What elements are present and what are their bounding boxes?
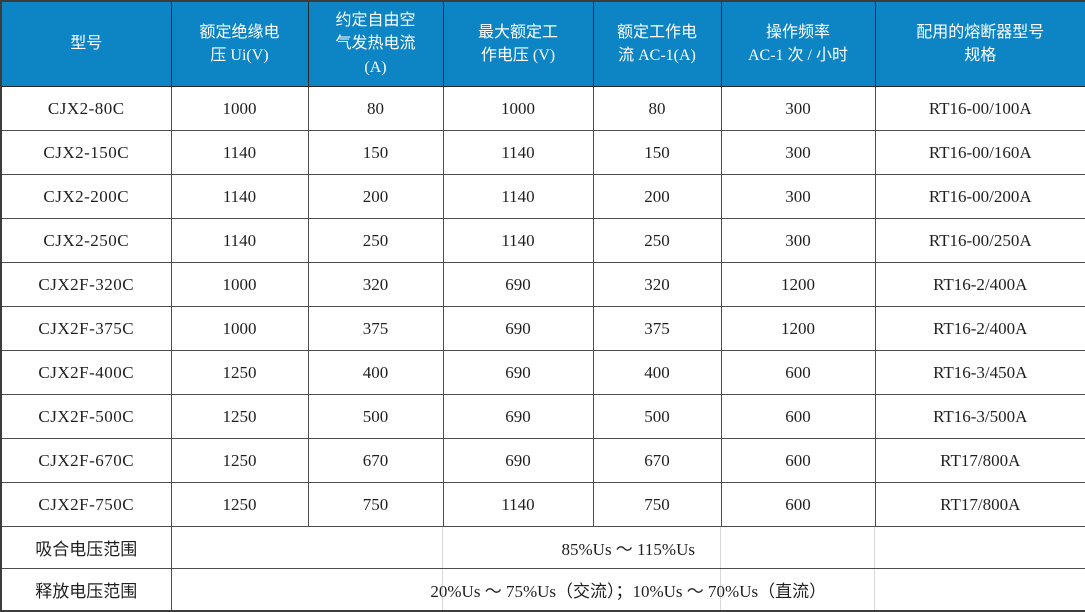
ue-cell: 690 bbox=[442, 262, 594, 307]
table-row: CJX2-150C 1140 150 1140 150 300 RT16-00/… bbox=[0, 130, 1085, 175]
freq-cell: 600 bbox=[720, 394, 876, 439]
ui-cell: 1000 bbox=[170, 86, 309, 131]
header-max-working-voltage: 最大额定工 作电压 (V) bbox=[442, 0, 594, 87]
ui-cell: 1140 bbox=[170, 218, 309, 263]
release-voltage-row: 释放电压范围 20%Us ～ 75%Us（交流）；10%Us ～ 70%Us（直… bbox=[0, 568, 1085, 612]
fuse-cell: RT17/800A bbox=[874, 438, 1085, 483]
ie-cell: 500 bbox=[592, 394, 722, 439]
fuse-cell: RT16-3/450A bbox=[874, 350, 1085, 395]
ie-cell: 150 bbox=[592, 130, 722, 175]
ith-cell: 500 bbox=[307, 394, 444, 439]
freq-cell: 300 bbox=[720, 174, 876, 219]
table-row: CJX2-200C 1140 200 1140 200 300 RT16-00/… bbox=[0, 174, 1085, 219]
fuse-cell: RT16-00/160A bbox=[874, 130, 1085, 175]
ui-cell: 1000 bbox=[170, 262, 309, 307]
table-row: CJX2F-670C 1250 670 690 670 600 RT17/800… bbox=[0, 438, 1085, 483]
model-cell: CJX2F-670C bbox=[0, 438, 172, 483]
ue-cell: 1000 bbox=[442, 86, 594, 131]
ith-cell: 250 bbox=[307, 218, 444, 263]
ith-cell: 320 bbox=[307, 262, 444, 307]
header-operating-frequency: 操作频率 AC-1 次 / 小时 bbox=[720, 0, 876, 87]
ue-cell: 1140 bbox=[442, 218, 594, 263]
model-cell: CJX2F-320C bbox=[0, 262, 172, 307]
ue-cell: 690 bbox=[442, 394, 594, 439]
ie-cell: 375 bbox=[592, 306, 722, 351]
ith-cell: 670 bbox=[307, 438, 444, 483]
header-row: 型号 额定绝缘电 压 Ui(V) 约定自由空 气发热电流 (A) 最大额定工 作… bbox=[0, 0, 1085, 87]
fuse-cell: RT16-00/250A bbox=[874, 218, 1085, 263]
model-cell: CJX2-150C bbox=[0, 130, 172, 175]
ui-cell: 1250 bbox=[170, 482, 309, 527]
model-cell: CJX2-80C bbox=[0, 86, 172, 131]
ith-cell: 400 bbox=[307, 350, 444, 395]
ui-cell: 1140 bbox=[170, 174, 309, 219]
ith-cell: 375 bbox=[307, 306, 444, 351]
ith-cell: 750 bbox=[307, 482, 444, 527]
ie-cell: 80 bbox=[592, 86, 722, 131]
ith-cell: 150 bbox=[307, 130, 444, 175]
table-row: CJX2F-375C 1000 375 690 375 1200 RT16-2/… bbox=[0, 306, 1085, 351]
ith-cell: 80 bbox=[307, 86, 444, 131]
model-cell: CJX2F-750C bbox=[0, 482, 172, 527]
pickup-voltage-value: 85%Us ～ 115%Us bbox=[170, 526, 1085, 569]
freq-cell: 600 bbox=[720, 350, 876, 395]
table-row: CJX2F-320C 1000 320 690 320 1200 RT16-2/… bbox=[0, 262, 1085, 307]
ie-cell: 250 bbox=[592, 218, 722, 263]
ue-cell: 1140 bbox=[442, 174, 594, 219]
freq-cell: 1200 bbox=[720, 262, 876, 307]
ui-cell: 1140 bbox=[170, 130, 309, 175]
freq-cell: 1200 bbox=[720, 306, 876, 351]
ui-cell: 1000 bbox=[170, 306, 309, 351]
ie-cell: 200 bbox=[592, 174, 722, 219]
table-row: CJX2F-750C 1250 750 1140 750 600 RT17/80… bbox=[0, 482, 1085, 527]
fuse-cell: RT17/800A bbox=[874, 482, 1085, 527]
fuse-cell: RT16-00/200A bbox=[874, 174, 1085, 219]
ue-cell: 690 bbox=[442, 306, 594, 351]
model-cell: CJX2-200C bbox=[0, 174, 172, 219]
table-row: CJX2F-500C 1250 500 690 500 600 RT16-3/5… bbox=[0, 394, 1085, 439]
table-body: CJX2-80C 1000 80 1000 80 300 RT16-00/100… bbox=[0, 86, 1085, 527]
table-footer: 吸合电压范围 85%Us ～ 115%Us 释放电压范围 20%Us ～ 75%… bbox=[0, 526, 1085, 612]
model-cell: CJX2F-500C bbox=[0, 394, 172, 439]
release-voltage-value: 20%Us ～ 75%Us（交流）；10%Us ～ 70%Us（直流） bbox=[170, 568, 1085, 612]
ue-cell: 690 bbox=[442, 438, 594, 483]
freq-cell: 600 bbox=[720, 438, 876, 483]
model-cell: CJX2-250C bbox=[0, 218, 172, 263]
table-header: 型号 额定绝缘电 压 Ui(V) 约定自由空 气发热电流 (A) 最大额定工 作… bbox=[0, 0, 1085, 87]
ui-cell: 1250 bbox=[170, 394, 309, 439]
table-row: CJX2F-400C 1250 400 690 400 600 RT16-3/4… bbox=[0, 350, 1085, 395]
header-rated-current: 额定工作电 流 AC-1(A) bbox=[592, 0, 722, 87]
ie-cell: 400 bbox=[592, 350, 722, 395]
ie-cell: 320 bbox=[592, 262, 722, 307]
header-model: 型号 bbox=[0, 0, 172, 87]
freq-cell: 300 bbox=[720, 86, 876, 131]
freq-cell: 600 bbox=[720, 482, 876, 527]
fuse-cell: RT16-2/400A bbox=[874, 306, 1085, 351]
ie-cell: 670 bbox=[592, 438, 722, 483]
pickup-voltage-row: 吸合电压范围 85%Us ～ 115%Us bbox=[0, 526, 1085, 569]
header-thermal-current: 约定自由空 气发热电流 (A) bbox=[307, 0, 444, 87]
pickup-voltage-label: 吸合电压范围 bbox=[0, 526, 172, 569]
ie-cell: 750 bbox=[592, 482, 722, 527]
ue-cell: 1140 bbox=[442, 130, 594, 175]
header-insulation-voltage: 额定绝缘电 压 Ui(V) bbox=[170, 0, 309, 87]
table-row: CJX2-250C 1140 250 1140 250 300 RT16-00/… bbox=[0, 218, 1085, 263]
table-row: CJX2-80C 1000 80 1000 80 300 RT16-00/100… bbox=[0, 86, 1085, 131]
ith-cell: 200 bbox=[307, 174, 444, 219]
ui-cell: 1250 bbox=[170, 350, 309, 395]
model-cell: CJX2F-400C bbox=[0, 350, 172, 395]
header-fuse-spec: 配用的熔断器型号 规格 bbox=[874, 0, 1085, 87]
freq-cell: 300 bbox=[720, 218, 876, 263]
ui-cell: 1250 bbox=[170, 438, 309, 483]
model-cell: CJX2F-375C bbox=[0, 306, 172, 351]
fuse-cell: RT16-3/500A bbox=[874, 394, 1085, 439]
ue-cell: 690 bbox=[442, 350, 594, 395]
release-voltage-label: 释放电压范围 bbox=[0, 568, 172, 612]
ue-cell: 1140 bbox=[442, 482, 594, 527]
fuse-cell: RT16-2/400A bbox=[874, 262, 1085, 307]
fuse-cell: RT16-00/100A bbox=[874, 86, 1085, 131]
freq-cell: 300 bbox=[720, 130, 876, 175]
